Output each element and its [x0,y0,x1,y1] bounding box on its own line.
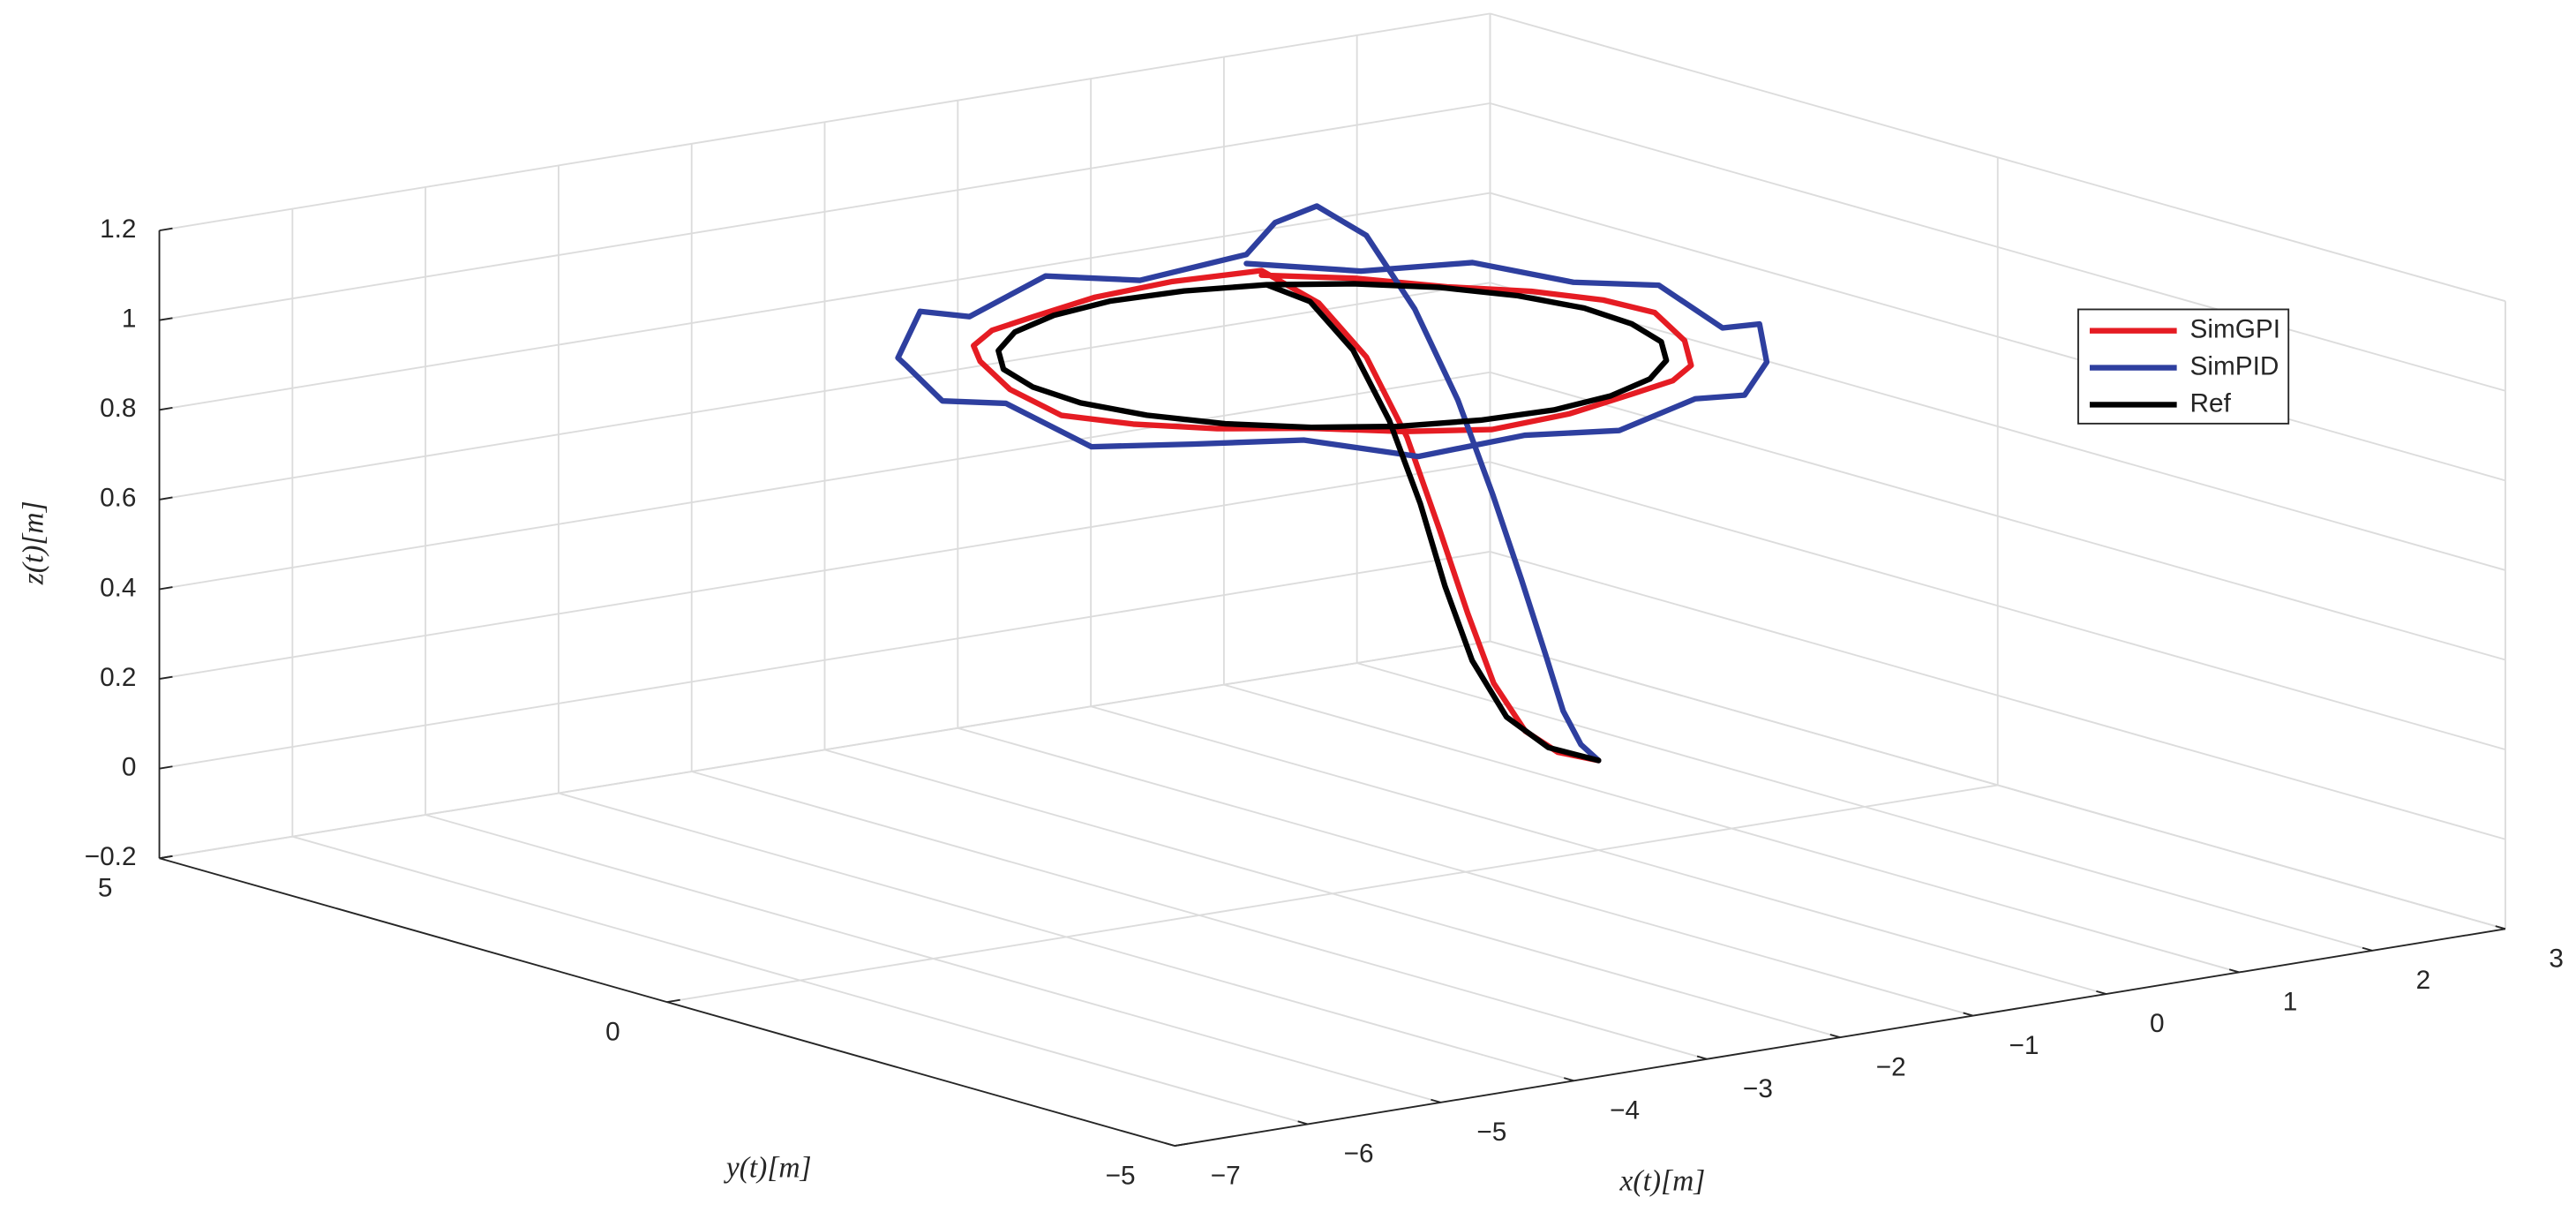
grid-line [159,640,1491,860]
grid-line [1490,461,2506,751]
x-tick-label: −2 [1876,1052,1906,1081]
z-tick-label: −0.2 [85,842,137,871]
series-line [895,203,1770,764]
z-tick-label: 0.2 [100,663,136,692]
grid-line [159,12,1491,232]
grid-line [159,371,1491,591]
axes: −0.2 0 0.2 0.4 0.6 0.8 1 1.2 −5 0 5 −7 −6 −5 −4 −3 −2 −1 0… [85,215,2564,1190]
x-tick-label: −5 [1476,1118,1506,1147]
x-tick-label: 2 [2416,966,2431,995]
series-line [971,267,1694,764]
x-tick-label: −7 [1211,1161,1241,1190]
x-tick [1164,1141,1175,1147]
grid-line [1490,282,2506,571]
x-tick-label: −4 [1610,1096,1640,1125]
x-tick [1696,1055,1708,1060]
y-tick [666,998,680,1004]
grid-line [1490,102,2506,392]
z-tick [159,317,173,321]
y-tick [1174,1142,1189,1147]
legend-label: Ref [2190,388,2232,418]
z-axis-label: z(t)[m] [18,501,50,585]
legend-label: SimPID [2190,351,2279,380]
grid-line [1490,192,2506,482]
z-tick [159,227,173,232]
grid-line [1490,12,2506,303]
z-tick [159,675,173,680]
z-tick-label: 0.8 [100,394,136,423]
z-tick-label: 0.4 [100,573,136,602]
x-tick [2228,968,2240,974]
y-axis-label: y(t)[m] [724,1152,812,1185]
grid-line [159,461,1491,680]
x-tick [1431,1098,1441,1103]
grid-line [159,282,1491,501]
grid-line [1490,640,2506,930]
x-axis-label: x(t)[m] [1619,1165,1706,1198]
y-tick-label: 5 [98,873,113,902]
x-tick-label: 0 [2150,1009,2165,1038]
plot-area [895,203,1770,764]
z-tick [159,496,173,501]
x-tick [1963,1012,1974,1017]
z-tick [159,765,173,770]
grid [158,12,2506,1147]
y-tick [159,854,173,860]
y-tick-label: −5 [1106,1161,1136,1190]
x-tick-label: −3 [1743,1074,1773,1103]
x-tick-label: 1 [2283,988,2298,1017]
x-tick [1563,1077,1574,1082]
grid-line [1490,371,2506,661]
grid-line [666,784,1998,1004]
x-tick [2495,925,2506,930]
z-tick-label: 0 [122,753,137,782]
x-tick [2362,946,2373,952]
legend-label: SimGPI [2190,315,2281,344]
z-tick [159,406,173,411]
z-tick-label: 1.2 [100,215,136,244]
x-tick-label: 3 [2549,945,2564,974]
x-tick-label: −6 [1344,1140,1374,1169]
x-tick [1829,1034,1841,1039]
z-tick [159,586,173,591]
x-tick [2096,990,2107,995]
x-tick-label: −1 [2009,1031,2039,1060]
y-tick-label: 0 [605,1017,620,1046]
x-tick [1297,1120,1309,1125]
grid-line [1490,551,2506,840]
grid-line [159,102,1491,321]
z-tick-label: 0.6 [100,484,136,513]
grid-line [159,551,1491,770]
z-tick-label: 1 [122,305,137,334]
legend: SimGPI SimPID Ref [2077,308,2290,425]
series-line [995,281,1670,764]
